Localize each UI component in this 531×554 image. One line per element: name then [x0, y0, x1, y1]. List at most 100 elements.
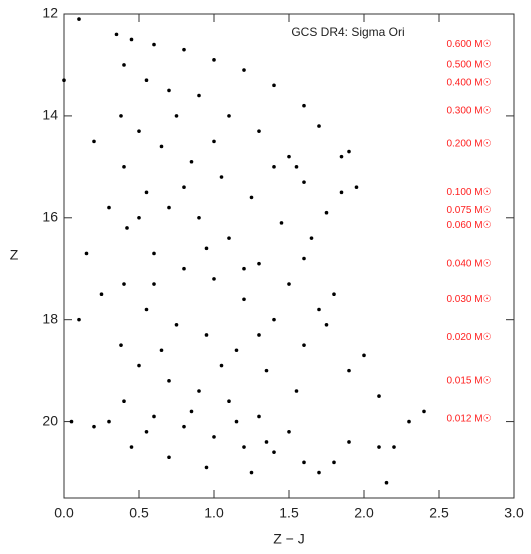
x-tick-label: 0.0	[54, 505, 74, 521]
y-tick-label: 14	[42, 107, 58, 123]
point	[227, 114, 231, 118]
point	[242, 266, 246, 271]
point	[174, 114, 179, 118]
point	[92, 139, 96, 144]
point	[182, 266, 186, 271]
point	[309, 236, 314, 240]
mass-label: 0.075 M☉	[446, 205, 491, 216]
point	[152, 414, 156, 419]
point	[279, 221, 284, 225]
point	[257, 129, 261, 133]
point	[272, 83, 276, 88]
point	[302, 103, 306, 108]
point	[302, 256, 306, 261]
point	[182, 185, 186, 190]
point	[302, 343, 306, 347]
mass-label: 0.040 M☉	[446, 258, 491, 269]
point	[227, 399, 231, 404]
point	[347, 440, 351, 444]
point	[294, 165, 299, 169]
point	[119, 114, 123, 118]
x-tick-label: 2.0	[354, 505, 374, 521]
point	[362, 353, 366, 358]
point	[257, 333, 261, 337]
chart-title: GCS DR4: Sigma Ori	[291, 25, 404, 39]
point	[189, 409, 194, 414]
point	[392, 445, 396, 449]
point	[204, 465, 209, 470]
y-axis-label: Z	[10, 247, 19, 263]
point	[227, 236, 231, 240]
point	[384, 480, 389, 485]
point	[272, 450, 276, 454]
point	[257, 261, 261, 266]
point	[197, 93, 201, 98]
x-tick-label: 2.5	[429, 505, 449, 521]
point	[69, 419, 74, 424]
point	[287, 429, 291, 434]
point	[324, 322, 329, 327]
point	[144, 78, 149, 83]
mass-label: 0.500 M☉	[446, 60, 491, 71]
point	[119, 343, 123, 347]
point	[167, 88, 171, 93]
point	[332, 460, 336, 465]
point	[137, 129, 141, 133]
point	[122, 399, 126, 404]
point	[242, 297, 246, 302]
mass-label: 0.300 M☉	[446, 105, 491, 116]
point	[129, 445, 134, 449]
point	[219, 363, 224, 368]
point	[212, 277, 216, 281]
mass-label: 0.400 M☉	[446, 77, 491, 88]
point	[287, 282, 291, 286]
point	[107, 205, 111, 210]
point	[122, 63, 126, 67]
mass-label: 0.100 M☉	[446, 187, 491, 198]
point	[317, 470, 321, 475]
y-tick-label: 16	[42, 208, 58, 224]
point	[62, 78, 66, 83]
point	[122, 165, 126, 169]
mass-label: 0.200 M☉	[446, 139, 491, 150]
point	[99, 292, 104, 297]
point	[197, 215, 201, 220]
point	[242, 445, 246, 449]
point	[137, 215, 141, 220]
mass-label: 0.600 M☉	[446, 39, 491, 50]
point	[377, 394, 381, 398]
point	[152, 251, 156, 256]
point	[204, 333, 209, 337]
x-tick-label: 1.5	[279, 505, 299, 521]
point	[302, 460, 306, 465]
point	[182, 424, 186, 429]
x-tick-label: 3.0	[504, 505, 524, 521]
y-tick-label: 12	[42, 5, 58, 21]
point	[324, 210, 329, 215]
point	[294, 389, 299, 393]
point	[189, 159, 194, 164]
point	[122, 282, 126, 286]
mass-label: 0.015 M☉	[446, 375, 491, 386]
point	[339, 190, 344, 195]
point	[137, 363, 141, 368]
point	[272, 165, 276, 169]
point	[77, 317, 81, 322]
point	[159, 348, 164, 353]
point	[212, 435, 216, 439]
point	[272, 317, 276, 322]
point	[332, 292, 336, 297]
point	[204, 246, 209, 251]
point	[84, 251, 89, 256]
point	[197, 389, 201, 393]
point	[234, 419, 239, 424]
point	[317, 307, 321, 312]
point	[347, 149, 351, 154]
point	[234, 348, 239, 353]
point	[377, 445, 381, 449]
point	[92, 424, 96, 429]
point	[264, 440, 269, 444]
point	[212, 139, 216, 144]
x-axis-label: Z − J	[273, 531, 305, 547]
